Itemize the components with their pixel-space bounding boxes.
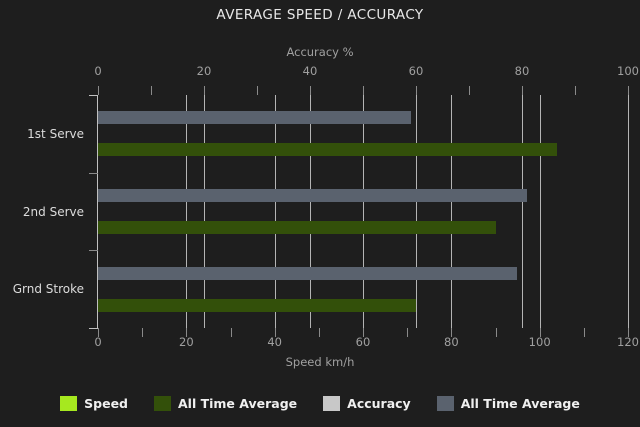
legend-item-1[interactable]: All Time Average (154, 396, 297, 411)
legend-label: Accuracy (347, 396, 411, 411)
legend-item-3[interactable]: All Time Average (436, 396, 580, 411)
tick-mark (98, 86, 99, 95)
bar-speed-2 (98, 298, 416, 312)
chart-title: AVERAGE SPEED / ACCURACY (216, 7, 424, 23)
legend-label: All Time Average (178, 396, 298, 411)
tick-mark (98, 328, 99, 337)
category-divider (89, 250, 98, 252)
top-tick-label: 0 (94, 64, 102, 78)
bar-accuracy-2 (98, 266, 517, 280)
tick-mark (142, 328, 144, 337)
axis-cap (89, 95, 98, 96)
category-label: Grnd Stroke (12, 282, 84, 297)
legend-item-0[interactable]: Speed (60, 396, 128, 411)
gridline (628, 95, 629, 328)
axis-cap (89, 328, 98, 329)
bar-speed-1 (98, 221, 496, 234)
category-label: 2nd Serve (22, 204, 84, 219)
tick-mark (469, 86, 470, 95)
legend-swatch-icon (154, 396, 171, 411)
bottom-tick-label: 40 (267, 335, 282, 349)
tick-mark (204, 86, 205, 95)
top-axis-title: Accuracy % (286, 45, 354, 59)
tick-mark (539, 328, 541, 337)
plot-area (98, 95, 629, 328)
tick-mark (583, 328, 585, 337)
tick-mark (310, 86, 311, 95)
legend-swatch-icon (436, 396, 454, 411)
tick-mark (363, 328, 364, 337)
legend-label: All Time Average (460, 396, 580, 411)
bottom-axis-title: Speed km/h (285, 355, 355, 369)
bottom-tick-label: 60 (355, 335, 371, 349)
tick-mark (274, 328, 276, 337)
bar-accuracy-1 (98, 189, 528, 202)
bottom-tick-label: 0 (94, 335, 102, 349)
tick-mark (451, 328, 453, 337)
tick-mark (407, 328, 409, 337)
gridline (539, 95, 541, 328)
gridline (451, 95, 453, 328)
tick-mark (628, 86, 629, 95)
bottom-tick-label: 100 (528, 335, 551, 349)
tick-mark (495, 328, 497, 337)
tick-mark (151, 86, 152, 95)
gridline (416, 95, 417, 328)
tick-mark (522, 86, 523, 95)
tick-mark (230, 328, 232, 337)
tick-mark (416, 86, 417, 95)
legend-label: Speed (84, 396, 128, 411)
gridline (363, 95, 364, 328)
gridline (522, 95, 523, 328)
top-tick-label: 100 (617, 64, 639, 78)
top-tick-label: 40 (302, 64, 318, 78)
bottom-tick-label: 80 (444, 335, 459, 349)
category-divider (89, 172, 98, 174)
legend-item-2[interactable]: Accuracy (323, 396, 411, 411)
bottom-axis-tick-labels: 0 20 40 60 80 100 120 (94, 335, 639, 351)
top-tick-label: 60 (408, 64, 424, 78)
tick-mark (628, 328, 629, 337)
bottom-tick-label: 120 (617, 335, 639, 349)
bar-speed-0 (98, 143, 558, 157)
chart-legend: Speed All Time Average Accuracy All Time Av… (0, 396, 640, 411)
bottom-tick-label: 20 (179, 335, 194, 349)
bar-accuracy-0 (98, 111, 411, 125)
tick-mark (257, 86, 258, 95)
gridline (186, 95, 188, 328)
top-axis-tick-labels: 0 20 40 60 80 100 (94, 64, 639, 80)
gridline (310, 95, 311, 328)
category-label: 1st Serve (27, 126, 84, 141)
y-axis-spine (97, 95, 98, 328)
legend-swatch-icon (60, 396, 78, 411)
tick-mark (575, 86, 576, 95)
top-tick-label: 80 (514, 64, 530, 78)
tick-mark (363, 86, 364, 95)
tick-mark (186, 328, 188, 337)
tick-mark (318, 328, 320, 337)
legend-swatch-icon (323, 396, 341, 411)
gridline (274, 95, 276, 328)
gridline (204, 95, 205, 328)
top-tick-label: 20 (196, 64, 212, 78)
